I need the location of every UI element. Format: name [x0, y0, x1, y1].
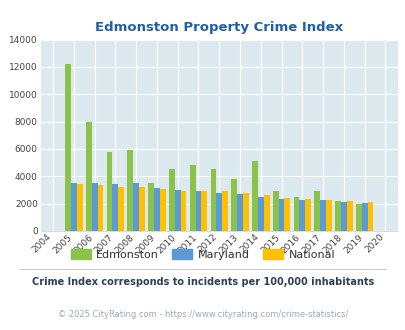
Bar [107, 152, 112, 231]
Bar [298, 200, 305, 231]
Bar [160, 189, 165, 231]
Bar [97, 185, 103, 231]
Bar [367, 202, 373, 231]
Bar [127, 150, 133, 231]
Bar [340, 202, 346, 231]
Bar [252, 161, 257, 231]
Bar [263, 195, 269, 231]
Bar [305, 199, 310, 231]
Bar [189, 165, 195, 231]
Bar [222, 191, 227, 231]
Bar [313, 191, 320, 231]
Bar [153, 188, 160, 231]
Bar [361, 203, 367, 231]
Bar [325, 200, 331, 231]
Bar [210, 169, 216, 231]
Bar [293, 197, 298, 231]
Bar [86, 122, 92, 231]
Bar [148, 183, 153, 231]
Bar [320, 200, 325, 231]
Bar [231, 179, 237, 231]
Bar [334, 201, 340, 231]
Bar [257, 197, 263, 231]
Bar [195, 191, 201, 231]
Bar [242, 193, 248, 231]
Bar [278, 199, 284, 231]
Bar [175, 190, 180, 231]
Legend: Edmonston, Maryland, National: Edmonston, Maryland, National [66, 245, 339, 264]
Bar [92, 183, 97, 231]
Bar [71, 183, 77, 231]
Bar [201, 191, 207, 231]
Bar [77, 184, 82, 231]
Title: Edmonston Property Crime Index: Edmonston Property Crime Index [95, 21, 343, 34]
Bar [346, 201, 352, 231]
Text: Crime Index corresponds to incidents per 100,000 inhabitants: Crime Index corresponds to incidents per… [32, 278, 373, 287]
Bar [180, 191, 186, 231]
Bar [65, 63, 71, 231]
Bar [284, 197, 290, 231]
Bar [237, 194, 242, 231]
Bar [355, 204, 361, 231]
Text: © 2025 CityRating.com - https://www.cityrating.com/crime-statistics/: © 2025 CityRating.com - https://www.city… [58, 310, 347, 319]
Bar [139, 186, 145, 231]
Bar [272, 191, 278, 231]
Bar [118, 186, 124, 231]
Bar [216, 193, 222, 231]
Bar [112, 184, 118, 231]
Bar [168, 169, 175, 231]
Bar [133, 183, 139, 231]
